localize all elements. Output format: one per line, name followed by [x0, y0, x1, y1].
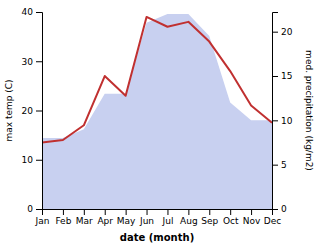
- tick: 10: [272, 116, 293, 126]
- tick: 5: [272, 160, 287, 170]
- tick-mark: [272, 165, 278, 166]
- tick: Aug: [180, 209, 198, 226]
- tick: Nov: [243, 209, 261, 226]
- axis-line: [36, 13, 43, 210]
- tick-mark: [272, 76, 278, 77]
- x-axis: Jan Feb Mar Apr MayJun Jul AugSep Oct NovDec: [35, 209, 282, 226]
- tick-mark: [36, 12, 42, 13]
- tick-label: Jan: [35, 216, 50, 226]
- tick-mark: [147, 209, 148, 215]
- y-axis-title: max temp (C): [4, 79, 14, 141]
- tick-mark: [188, 209, 189, 215]
- tick-label: Feb: [55, 216, 71, 226]
- tick-label: May: [117, 216, 136, 226]
- tick-mark: [36, 209, 42, 210]
- tick: 20: [272, 27, 293, 37]
- chart: JanFebMarAprMayJunJulAugSepOctNovDec0102…: [0, 0, 318, 247]
- tick-label: 40: [22, 7, 34, 17]
- tick-mark: [272, 209, 278, 210]
- tick-label: 10: [22, 155, 34, 165]
- tick-label: Oct: [223, 216, 239, 226]
- tick: Jan: [35, 209, 50, 226]
- tick-mark: [167, 209, 168, 215]
- tick-label: 20: [22, 106, 34, 116]
- tick: Jun: [139, 209, 154, 226]
- tick-label: 30: [22, 57, 34, 67]
- tick-mark: [209, 209, 210, 215]
- tick-mark: [63, 209, 64, 215]
- x-axis-title: date (month): [120, 232, 194, 243]
- tick: Feb: [55, 209, 71, 226]
- tick-label: Dec: [264, 216, 281, 226]
- y-axis: 0 10 20 30 40: [22, 7, 43, 214]
- tick: Dec: [264, 209, 281, 226]
- tick-label: 15: [281, 71, 292, 81]
- axis-line: [273, 13, 279, 210]
- tick: 30: [22, 57, 42, 67]
- axis-line: [43, 210, 273, 216]
- tick: Mar: [76, 209, 93, 226]
- tick-label: Nov: [243, 216, 261, 226]
- tick-label: Jul: [162, 216, 174, 226]
- tick-mark: [230, 209, 231, 215]
- tick: Oct: [223, 209, 239, 226]
- tick: 20: [22, 106, 42, 116]
- tick: 0: [272, 204, 287, 214]
- y2-axis-title: med. precipitation (kg/m2): [304, 50, 314, 171]
- marks: [42, 14, 272, 209]
- tick-mark: [272, 120, 278, 121]
- tick: Apr: [97, 209, 113, 226]
- tick-mark: [105, 209, 106, 215]
- tick-label: 20: [281, 27, 293, 37]
- tick: 10: [22, 155, 42, 165]
- tick: May: [117, 209, 136, 226]
- tick-label: 10: [281, 116, 293, 126]
- area: [42, 14, 272, 209]
- tick: Jul: [162, 209, 174, 226]
- tick-label: Mar: [76, 216, 93, 226]
- tick-mark: [272, 32, 278, 33]
- tick: Sep: [201, 209, 218, 226]
- tick-mark: [84, 209, 85, 215]
- tick-label: 5: [281, 160, 287, 170]
- tick-mark: [36, 111, 42, 112]
- tick-label: 0: [281, 204, 287, 214]
- tick: 15: [272, 71, 292, 81]
- tick-label: Jun: [139, 216, 154, 226]
- plot: JanFebMarAprMayJunJulAugSepOctNovDec0102…: [4, 7, 314, 243]
- line: [42, 17, 272, 143]
- tick-mark: [126, 209, 127, 215]
- tick-label: Aug: [180, 216, 198, 226]
- tick: 40: [22, 7, 42, 17]
- tick-mark: [251, 209, 252, 215]
- tick-mark: [36, 61, 42, 62]
- tick-mark: [36, 160, 42, 161]
- tick: 0: [27, 204, 42, 214]
- tick-label: 0: [27, 204, 33, 214]
- y2-axis: 0 5 10 15 20: [272, 13, 293, 215]
- tick-label: Apr: [97, 216, 113, 226]
- tick-label: Sep: [201, 216, 218, 226]
